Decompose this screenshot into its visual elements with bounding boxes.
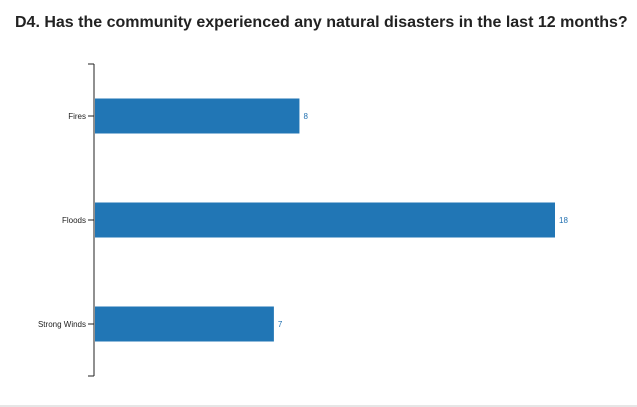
y-tick-label-fires: Fires <box>68 112 86 121</box>
y-tick-label-floods: Floods <box>62 216 86 225</box>
value-label-fires: 8 <box>303 112 308 121</box>
value-label-floods: 18 <box>559 216 568 225</box>
bar-strong-winds <box>95 306 274 342</box>
y-axis-ticks: Fires Floods Strong Winds <box>38 112 94 329</box>
bottom-divider <box>0 405 637 407</box>
bar-floods <box>95 202 555 238</box>
value-labels-group: 8 18 7 <box>278 112 569 329</box>
chart-title: D4. Has the community experienced any na… <box>15 14 628 31</box>
value-label-strong-winds: 7 <box>278 320 283 329</box>
y-tick-label-strong-winds: Strong Winds <box>38 320 86 329</box>
bars-group <box>95 98 555 342</box>
bar-fires <box>95 98 300 134</box>
